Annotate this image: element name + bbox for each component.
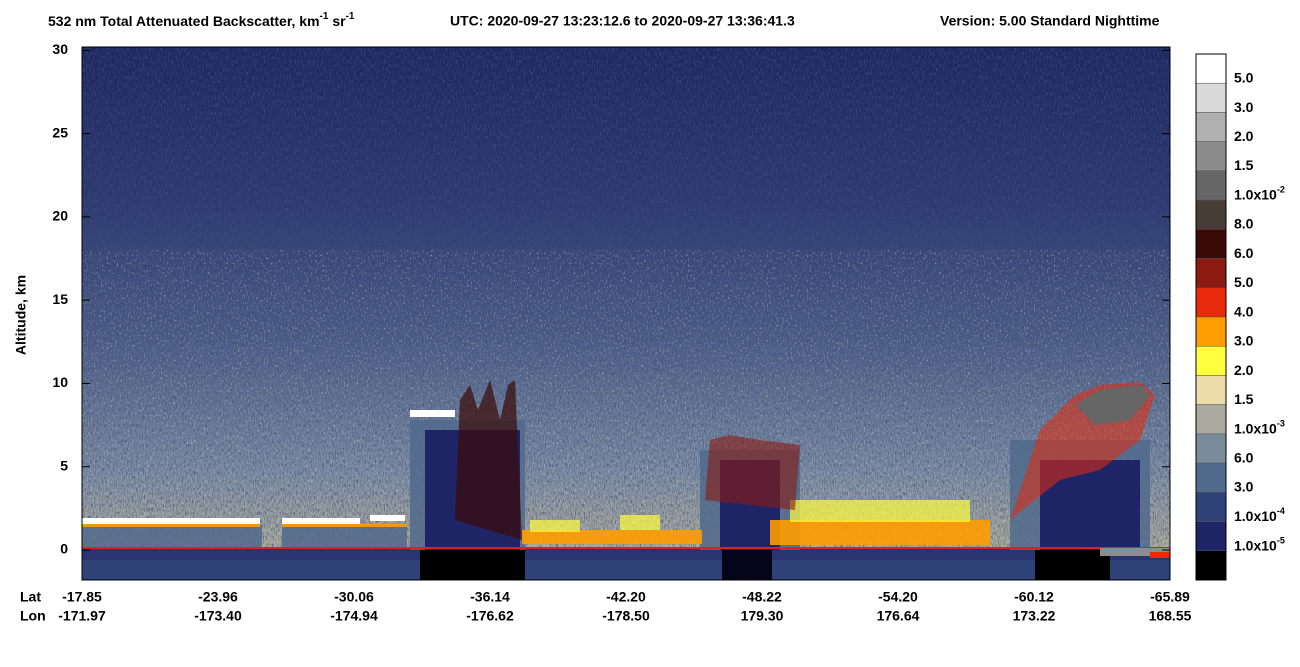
- colorbar-label-exponent: -4: [1277, 507, 1285, 517]
- colorbar-label: 8.0: [1234, 216, 1254, 232]
- x-tick-label: -17.85: [62, 589, 102, 605]
- x-tick-label: 173.22: [1013, 608, 1056, 624]
- x-row-name: Lon: [20, 608, 46, 624]
- colorbar-label: 1.0x10-5: [1234, 536, 1285, 553]
- y-tick-label: 30: [52, 41, 68, 57]
- x-tick-label: 168.55: [1149, 608, 1192, 624]
- colorbar-swatch: [1195, 462, 1227, 493]
- colorbar-label-base: 1.0x10: [1234, 537, 1277, 553]
- x-tick-label: -42.20: [606, 589, 646, 605]
- y-tick-label: 25: [52, 124, 68, 140]
- colorbar-swatch: [1195, 199, 1227, 230]
- x-tick-label: -178.50: [602, 608, 650, 624]
- x-tick-label: -30.06: [334, 589, 374, 605]
- y-tick-label: 5: [60, 457, 68, 473]
- colorbar-frame: [1195, 53, 1227, 581]
- colorbar-swatch: [1195, 258, 1227, 289]
- x-tick-label: -65.89: [1150, 589, 1190, 605]
- colorbar-label-exponent: -5: [1277, 536, 1285, 546]
- colorbar-swatch: [1195, 433, 1227, 464]
- colorbar-swatch: [1195, 316, 1227, 347]
- x-tick-label: -174.94: [330, 608, 378, 624]
- colorbar-label: 2.0: [1234, 362, 1254, 378]
- x-tick-label: -54.20: [878, 589, 918, 605]
- x-tick-label: 176.64: [877, 608, 920, 624]
- colorbar-label-exponent: -2: [1277, 185, 1285, 195]
- colorbar-swatch: [1195, 112, 1227, 142]
- x-tick-label: -23.96: [198, 589, 238, 605]
- colorbar-swatch: [1195, 82, 1227, 113]
- colorbar-label-base: 1.0x10: [1234, 186, 1277, 202]
- x-tick-label: 179.30: [741, 608, 784, 624]
- colorbar-swatch: [1195, 287, 1227, 318]
- colorbar-label: 2.0: [1234, 128, 1254, 144]
- colorbar-label: 4.0: [1234, 303, 1254, 319]
- colorbar-label-exponent: -3: [1277, 419, 1285, 429]
- y-tick-label: 20: [52, 208, 68, 224]
- colorbar-swatch: [1195, 521, 1227, 552]
- x-tick-label: -176.62: [466, 608, 514, 624]
- x-tick-label: -48.22: [742, 589, 782, 605]
- colorbar-label: 5.0: [1234, 274, 1254, 290]
- plot-frame: [81, 46, 1171, 581]
- colorbar-swatch: [1195, 141, 1227, 172]
- y-tick-label: 15: [52, 291, 68, 307]
- colorbar-label: 3.0: [1234, 333, 1254, 349]
- colorbar-label: 5.0: [1234, 70, 1254, 86]
- x-tick-label: -36.14: [470, 589, 510, 605]
- x-row-name: Lat: [20, 589, 41, 605]
- y-axis-label: Altitude, km: [13, 275, 29, 355]
- colorbar-swatch: [1195, 404, 1227, 435]
- version-label: Version: 5.00 Standard Nighttime: [940, 13, 1160, 29]
- x-tick-label: -60.12: [1014, 589, 1054, 605]
- y-tick-label: 10: [52, 374, 68, 390]
- x-tick-label: -173.40: [194, 608, 242, 624]
- chart-subtitle: UTC: 2020-09-27 13:23:12.6 to 2020-09-27…: [450, 13, 795, 29]
- colorbar-swatch: [1195, 345, 1227, 376]
- colorbar-label-base: 1.0x10: [1234, 420, 1277, 436]
- colorbar-label: 1.5: [1234, 157, 1254, 173]
- x-tick-label: -171.97: [58, 608, 106, 624]
- colorbar-label: 1.0x10-4: [1234, 507, 1285, 524]
- chart-title: 532 nm Total Attenuated Backscatter, km-…: [48, 11, 355, 29]
- backscatter-field: [82, 47, 1170, 580]
- colorbar-label: 3.0: [1234, 99, 1254, 115]
- colorbar-swatch: [1195, 550, 1227, 581]
- colorbar-swatch: [1195, 229, 1227, 259]
- y-tick-label: 0: [60, 541, 68, 557]
- colorbar-label-base: 1.0x10: [1234, 508, 1277, 524]
- colorbar-label: 1.5: [1234, 391, 1254, 407]
- colorbar-label: 6.0: [1234, 449, 1254, 465]
- colorbar-swatch: [1195, 53, 1227, 84]
- colorbar-label: 6.0: [1234, 245, 1254, 261]
- colorbar-swatch: [1195, 492, 1227, 522]
- colorbar-label: 1.0x10-2: [1234, 185, 1285, 202]
- colorbar-label: 1.0x10-3: [1234, 419, 1285, 436]
- colorbar-swatch: [1195, 170, 1227, 201]
- colorbar-label: 3.0: [1234, 479, 1254, 495]
- colorbar-swatch: [1195, 375, 1227, 405]
